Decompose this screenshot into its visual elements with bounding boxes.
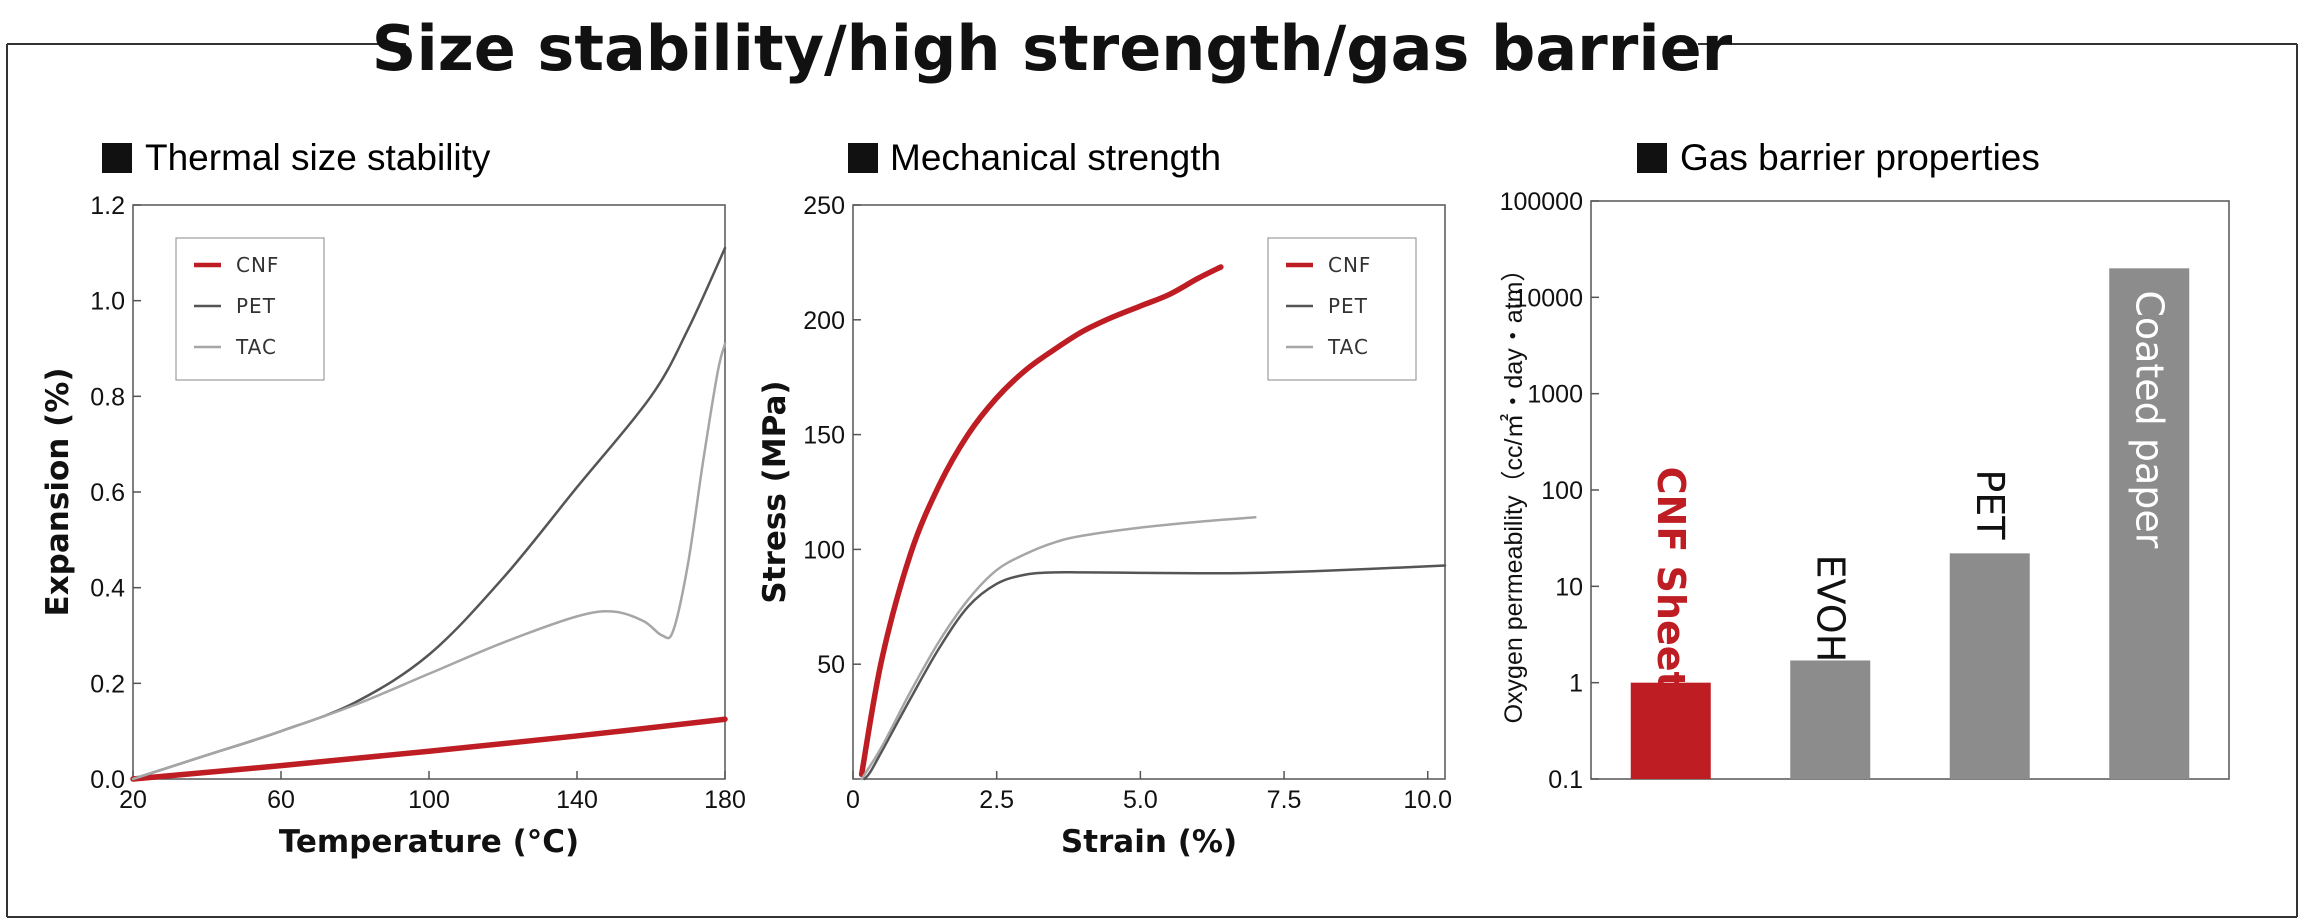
y-tick-label: 0.0 [90, 766, 125, 794]
mechanical-chart: 50 100 150 200 250 0 2.5 5.0 7.5 10.0 Strain (%) St… [757, 192, 1452, 860]
series-line-pet [863, 564, 1447, 781]
thermal-chart: 0.0 0.2 0.4 0.6 0.8 1.0 1.2 20 60 100 140 180 Temper… [40, 192, 746, 860]
x-axis-label: Temperature (°C) [279, 824, 579, 860]
bar-evoh [1790, 660, 1871, 779]
legend-label-cnf: CNF [1328, 253, 1371, 277]
bar-label-coated-paper: Coated paper [2127, 290, 2171, 548]
panel-marker-gas [1637, 143, 1667, 173]
y-tick-label: 100 [803, 536, 845, 564]
x-tick-label: 7.5 [1267, 786, 1302, 814]
y-tick-label: 100000 [1500, 188, 1583, 216]
y-tick-label: 10000 [1513, 284, 1583, 312]
bar-label-cnf-sheet: CNF Sheet [1649, 467, 1693, 690]
y-tick-label: 0.2 [90, 670, 125, 698]
x-tick-label: 180 [704, 786, 746, 814]
bar-pet [1949, 553, 2030, 779]
x-tick-label: 60 [267, 786, 295, 814]
legend-label-pet: PET [236, 294, 276, 318]
panel-marker-mechanical [848, 143, 878, 173]
y-axis-label: Expansion (%) [40, 368, 76, 617]
panel-title-gas: Gas barrier properties [1680, 137, 2040, 178]
legend-label-tac: TAC [1327, 335, 1369, 359]
series-line-tac [860, 516, 1257, 781]
legend-label-pet: PET [1328, 294, 1368, 318]
y-tick-label: 250 [803, 192, 845, 220]
gas-barrier-chart: 0.1 1 10 100 1000 10000 100000 Oxygen permeabil… [1500, 188, 2230, 794]
y-tick-label: 1 [1569, 670, 1583, 698]
legend-label-cnf: CNF [236, 253, 279, 277]
page-title: Size stability/high strength/gas barrier [372, 12, 1733, 85]
x-tick-label: 20 [119, 786, 147, 814]
x-axis-label: Strain (%) [1061, 824, 1237, 860]
series-line-tac [131, 342, 727, 781]
x-tick-label: 5.0 [1123, 786, 1158, 814]
bar-label-evoh: EVOH [1808, 554, 1852, 662]
y-tick-label: 0.4 [90, 575, 125, 603]
bar-cnf-sheet [1630, 682, 1711, 779]
x-tick-label: 100 [408, 786, 450, 814]
panel-title-thermal: Thermal size stability [145, 137, 491, 178]
y-tick-label: 10 [1555, 573, 1583, 601]
panel-title-mechanical: Mechanical strength [890, 137, 1221, 178]
y-axis-label: Stress (MPa) [757, 380, 793, 603]
x-tick-label: 2.5 [979, 786, 1014, 814]
y-tick-label: 1.2 [90, 192, 125, 220]
legend-box [175, 237, 325, 381]
series-line-cnf [858, 264, 1224, 778]
y-tick-label: 0.6 [90, 479, 125, 507]
y-tick-label: 150 [803, 422, 845, 450]
legend-label-tac: TAC [235, 335, 277, 359]
y-tick-label: 100 [1541, 477, 1583, 505]
x-tick-label: 10.0 [1403, 786, 1452, 814]
y-tick-label: 1000 [1527, 381, 1583, 409]
y-tick-label: 0.8 [90, 383, 125, 411]
bar-label-pet: PET [1968, 469, 2012, 540]
bar-coated-paper [2109, 268, 2190, 779]
plot-area [852, 204, 1446, 780]
y-axis-label: Oxygen permeability（cc/㎡・day・atm） [1500, 257, 1528, 724]
y-tick-label: 1.0 [90, 288, 125, 316]
y-tick-label: 200 [803, 307, 845, 335]
x-tick-label: 0 [846, 786, 860, 814]
x-tick-label: 140 [556, 786, 598, 814]
series-line-cnf [130, 716, 728, 782]
y-tick-label: 50 [817, 651, 845, 679]
panel-marker-thermal [102, 143, 132, 173]
y-tick-label: 0.1 [1548, 766, 1583, 794]
legend-box [1267, 237, 1417, 381]
